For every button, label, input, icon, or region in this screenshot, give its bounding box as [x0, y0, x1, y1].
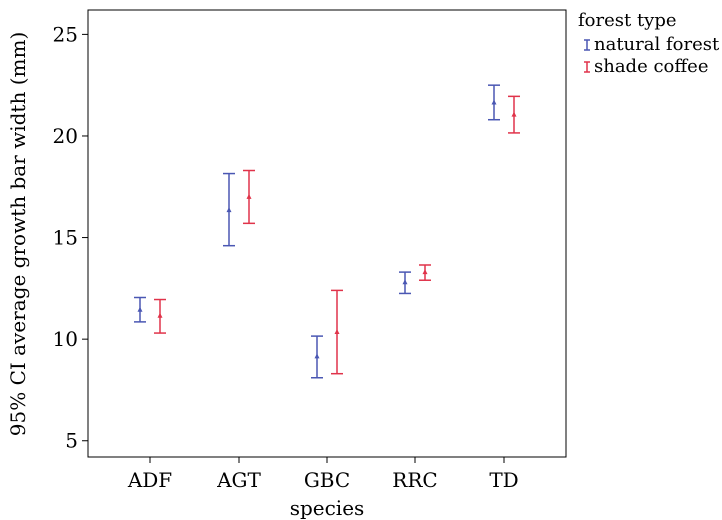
y-tick-label: 20	[53, 124, 78, 148]
errorbar-shade-coffee	[419, 264, 431, 281]
x-tick-label: GBC	[304, 468, 350, 492]
errorbar-shade-coffee	[331, 289, 343, 375]
legend-label-shade-coffee: shade coffee	[594, 56, 709, 77]
y-tick-label: 15	[53, 226, 78, 250]
legend-label-natural-forest: natural forest	[594, 34, 720, 55]
plot-frame	[87, 9, 567, 458]
mean-marker	[422, 269, 428, 275]
errorbar-natural-forest	[488, 84, 500, 121]
mean-marker	[491, 99, 497, 105]
legend-item-natural-forest: natural forest	[578, 34, 719, 56]
x-tick-label: AGT	[216, 468, 261, 492]
mean-marker	[511, 111, 517, 117]
mean-marker	[226, 207, 232, 213]
x-tick-label: TD	[489, 468, 518, 492]
errorbar-natural-forest	[134, 296, 146, 323]
legend-swatch-natural-forest	[584, 39, 590, 51]
y-axis-title: 95% CI average growth bar width (mm)	[6, 32, 30, 436]
mean-marker	[246, 193, 252, 199]
mean-marker	[137, 306, 143, 312]
errorbar-natural-forest	[399, 271, 411, 295]
legend-item-shade-coffee: shade coffee	[578, 56, 719, 78]
errorbar-natural-forest	[311, 335, 323, 379]
legend-swatch-shade-coffee	[584, 61, 590, 73]
x-tick-label: ADF	[127, 468, 172, 492]
y-axis-ticks: 5 10 15 20 25	[53, 22, 88, 453]
x-axis-ticks: ADF AGT GBC RRC TD	[127, 457, 519, 492]
x-axis-title: species	[290, 496, 365, 520]
x-tick-label: RRC	[392, 468, 437, 492]
mean-marker	[402, 279, 408, 285]
legend-title: forest type	[578, 10, 677, 31]
data-marks	[134, 84, 520, 379]
mean-marker	[334, 329, 340, 335]
y-tick-label: 5	[65, 429, 78, 453]
errorbar-shade-coffee	[154, 298, 166, 334]
errorbar-natural-forest	[223, 172, 235, 247]
mean-marker	[314, 353, 320, 359]
legend: forest type natural forest shade coffee	[578, 10, 719, 78]
errorbar-shade-coffee	[243, 169, 255, 225]
y-tick-label: 10	[53, 327, 78, 351]
errorbar-shade-coffee	[508, 95, 520, 134]
mean-marker	[157, 312, 163, 318]
y-tick-label: 25	[53, 22, 78, 46]
